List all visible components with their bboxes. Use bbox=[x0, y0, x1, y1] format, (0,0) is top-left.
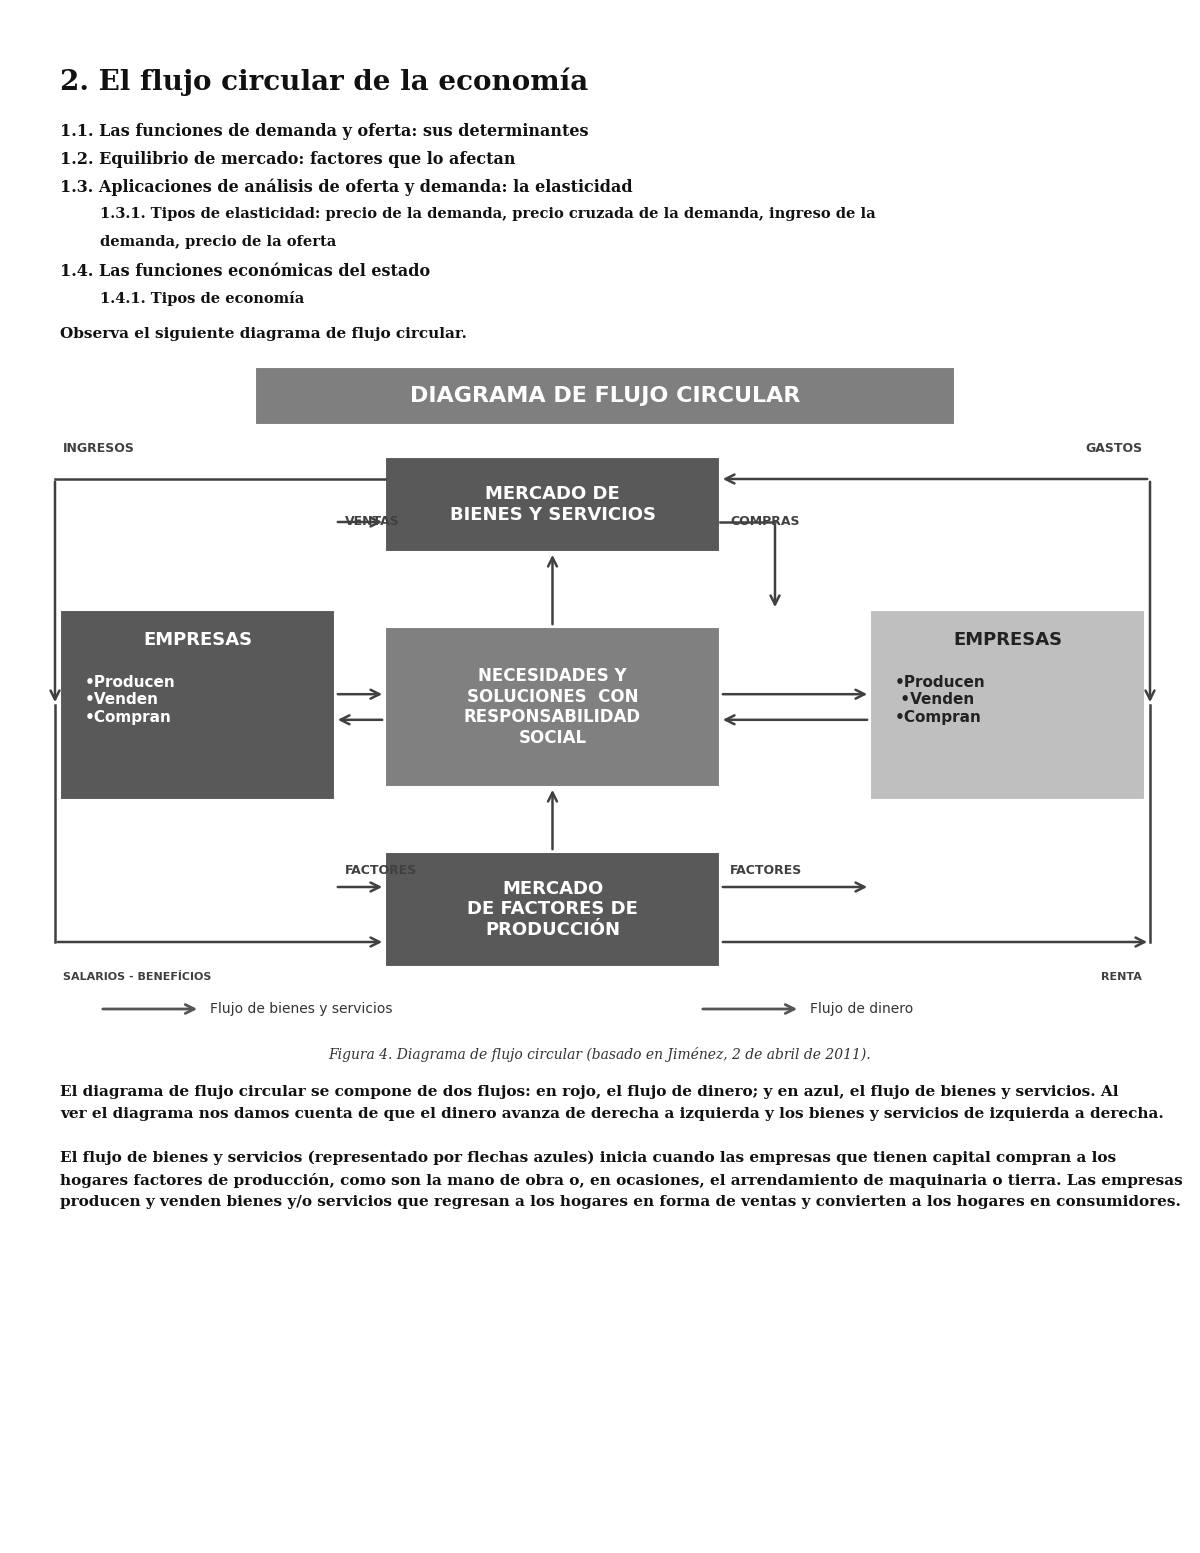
Text: Figura 4. Diagrama de flujo circular (basado en Jiménez, 2 de abril de 2011).: Figura 4. Diagrama de flujo circular (ba… bbox=[329, 1047, 871, 1062]
Text: •Producen
 •Venden
•Compran: •Producen •Venden •Compran bbox=[895, 676, 985, 725]
Text: producen y venden bienes y/o servicios que regresan a los hogares en forma de ve: producen y venden bienes y/o servicios q… bbox=[60, 1194, 1181, 1208]
Text: ver el diagrama nos damos cuenta de que el dinero avanza de derecha a izquierda : ver el diagrama nos damos cuenta de que … bbox=[60, 1107, 1164, 1121]
Text: DIAGRAMA DE FLUJO CIRCULAR: DIAGRAMA DE FLUJO CIRCULAR bbox=[410, 387, 800, 405]
FancyBboxPatch shape bbox=[385, 627, 720, 787]
Text: Observa el siguiente diagrama de flujo circular.: Observa el siguiente diagrama de flujo c… bbox=[60, 328, 467, 342]
Text: •Producen
•Venden
•Compran: •Producen •Venden •Compran bbox=[85, 676, 175, 725]
Text: El diagrama de flujo circular se compone de dos flujos: en rojo, el flujo de din: El diagrama de flujo circular se compone… bbox=[60, 1086, 1118, 1100]
Text: EMPRESAS: EMPRESAS bbox=[953, 631, 1062, 649]
Text: SALARIOS - BENEFÍCIOS: SALARIOS - BENEFÍCIOS bbox=[64, 972, 211, 981]
Text: COMPRAS: COMPRAS bbox=[730, 516, 799, 528]
FancyBboxPatch shape bbox=[870, 610, 1145, 800]
Text: NECESIDADES Y
SOLUCIONES  CON
RESPONSABILIDAD
SOCIAL: NECESIDADES Y SOLUCIONES CON RESPONSABIL… bbox=[464, 666, 641, 747]
Text: Flujo de dinero: Flujo de dinero bbox=[810, 1002, 913, 1016]
Text: hogares factores de producción, como son la mano de obra o, en ocasiones, el arr: hogares factores de producción, como son… bbox=[60, 1173, 1183, 1188]
Text: 1.3.1. Tipos de elasticidad: precio de la demanda, precio cruzada de la demanda,: 1.3.1. Tipos de elasticidad: precio de l… bbox=[100, 207, 876, 221]
Text: VENTAS: VENTAS bbox=[346, 516, 400, 528]
Text: MERCADO
DE FACTORES DE
PRODUCCIÓN: MERCADO DE FACTORES DE PRODUCCIÓN bbox=[467, 879, 638, 940]
FancyBboxPatch shape bbox=[385, 457, 720, 551]
FancyBboxPatch shape bbox=[385, 853, 720, 968]
Text: FACTORES: FACTORES bbox=[730, 863, 803, 877]
FancyBboxPatch shape bbox=[60, 610, 335, 800]
Text: GASTOS: GASTOS bbox=[1085, 443, 1142, 455]
Text: 1.4.1. Tipos de economía: 1.4.1. Tipos de economía bbox=[100, 290, 305, 306]
Text: FACTORES: FACTORES bbox=[346, 863, 418, 877]
Text: El flujo de bienes y servicios (representado por flechas azules) inicia cuando l: El flujo de bienes y servicios (represen… bbox=[60, 1151, 1116, 1165]
Text: 1.3. Aplicaciones de análisis de oferta y demanda: la elasticidad: 1.3. Aplicaciones de análisis de oferta … bbox=[60, 179, 632, 197]
FancyBboxPatch shape bbox=[256, 367, 955, 426]
Text: 1.1. Las funciones de demanda y oferta: sus determinantes: 1.1. Las funciones de demanda y oferta: … bbox=[60, 123, 588, 140]
Text: 1.4. Las funciones económicas del estado: 1.4. Las funciones económicas del estado bbox=[60, 262, 430, 280]
Text: RENTA: RENTA bbox=[1102, 972, 1142, 981]
Text: INGRESOS: INGRESOS bbox=[64, 443, 134, 455]
Text: 2. El flujo circular de la economía: 2. El flujo circular de la economía bbox=[60, 68, 588, 96]
Text: demanda, precio de la oferta: demanda, precio de la oferta bbox=[100, 235, 336, 248]
Text: MERCADO DE
BIENES Y SERVICIOS: MERCADO DE BIENES Y SERVICIOS bbox=[450, 485, 655, 523]
Text: EMPRESAS: EMPRESAS bbox=[143, 631, 252, 649]
Text: 1.2. Equilibrio de mercado: factores que lo afectan: 1.2. Equilibrio de mercado: factores que… bbox=[60, 151, 516, 168]
Text: Flujo de bienes y servicios: Flujo de bienes y servicios bbox=[210, 1002, 392, 1016]
